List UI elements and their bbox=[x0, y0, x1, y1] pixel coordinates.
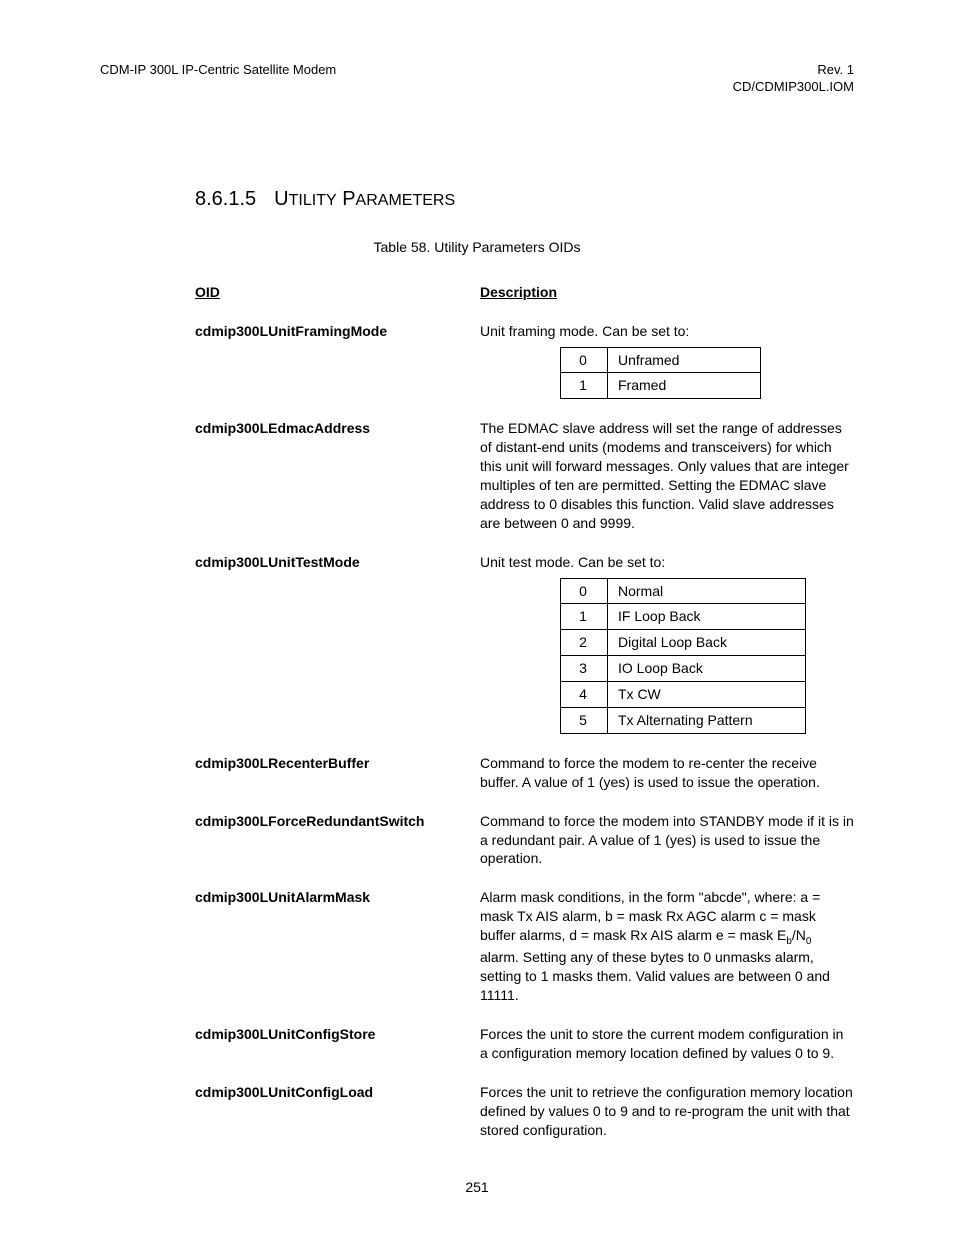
option-label: Framed bbox=[608, 373, 761, 399]
option-value: 1 bbox=[561, 604, 608, 630]
option-label: Normal bbox=[608, 578, 806, 604]
option-label: IF Loop Back bbox=[608, 604, 806, 630]
header-docid: CD/CDMIP300L.IOM bbox=[733, 79, 854, 96]
desc-intro: Unit test mode. Can be set to: bbox=[480, 554, 665, 570]
oid-name: cdmip300LForceRedundantSwitch bbox=[195, 812, 470, 869]
oid-name: cdmip300LUnitAlarmMask bbox=[195, 888, 470, 1005]
table-row: 0Unframed bbox=[561, 347, 761, 373]
header-rev: Rev. 1 bbox=[733, 62, 854, 79]
desc-part: Alarm mask conditions, in the form "abcd… bbox=[480, 889, 820, 943]
option-label: Tx Alternating Pattern bbox=[608, 708, 806, 734]
table-caption: Table 58. Utility Parameters OIDs bbox=[100, 239, 854, 255]
oid-name: cdmip300LUnitTestMode bbox=[195, 553, 470, 734]
table-row: 4Tx CW bbox=[561, 682, 806, 708]
section-heading: 8.6.1.5 UTILITY PARAMETERS bbox=[195, 188, 854, 211]
desc-part: /N bbox=[792, 927, 806, 943]
table-row: 5Tx Alternating Pattern bbox=[561, 708, 806, 734]
oid-name: cdmip300LUnitFramingMode bbox=[195, 322, 470, 400]
oid-description: Command to force the modem into STANDBY … bbox=[480, 812, 854, 869]
option-value: 2 bbox=[561, 630, 608, 656]
header-right: Rev. 1 CD/CDMIP300L.IOM bbox=[733, 62, 854, 96]
table-row: 3IO Loop Back bbox=[561, 656, 806, 682]
oid-name: cdmip300LUnitConfigStore bbox=[195, 1025, 470, 1063]
table-row: 2Digital Loop Back bbox=[561, 630, 806, 656]
page-number: 251 bbox=[0, 1179, 954, 1195]
subscript: 0 bbox=[806, 936, 812, 947]
option-value: 0 bbox=[561, 578, 608, 604]
column-header-description: Description bbox=[480, 283, 854, 302]
option-label: Unframed bbox=[608, 347, 761, 373]
option-value: 0 bbox=[561, 347, 608, 373]
options-table: 0Normal 1IF Loop Back 2Digital Loop Back… bbox=[560, 578, 806, 734]
oid-name: cdmip300LRecenterBuffer bbox=[195, 754, 470, 792]
option-value: 5 bbox=[561, 708, 608, 734]
oid-description: Alarm mask conditions, in the form "abcd… bbox=[480, 888, 854, 1005]
table-row: 1Framed bbox=[561, 373, 761, 399]
oid-description: Forces the unit to retrieve the configur… bbox=[480, 1083, 854, 1140]
oid-description: Unit test mode. Can be set to: 0Normal 1… bbox=[480, 553, 854, 734]
oid-name: cdmip300LUnitConfigLoad bbox=[195, 1083, 470, 1140]
option-label: Tx CW bbox=[608, 682, 806, 708]
table-row: 0Normal bbox=[561, 578, 806, 604]
desc-intro: Unit framing mode. Can be set to: bbox=[480, 323, 689, 339]
page-header: CDM-IP 300L IP-Centric Satellite Modem R… bbox=[100, 62, 854, 96]
header-left: CDM-IP 300L IP-Centric Satellite Modem bbox=[100, 62, 336, 96]
section-title: UTILITY PARAMETERS bbox=[274, 188, 455, 210]
oid-description: The EDMAC slave address will set the ran… bbox=[480, 419, 854, 532]
column-header-oid: OID bbox=[195, 283, 470, 302]
option-value: 4 bbox=[561, 682, 608, 708]
desc-part: alarm. Setting any of these bytes to 0 u… bbox=[480, 949, 830, 1003]
table-row: 1IF Loop Back bbox=[561, 604, 806, 630]
oid-description: Unit framing mode. Can be set to: 0Unfra… bbox=[480, 322, 854, 400]
oid-description: Command to force the modem to re-center … bbox=[480, 754, 854, 792]
option-label: IO Loop Back bbox=[608, 656, 806, 682]
options-table: 0Unframed 1Framed bbox=[560, 347, 761, 400]
oid-description: Forces the unit to store the current mod… bbox=[480, 1025, 854, 1063]
oid-table: OID Description cdmip300LUnitFramingMode… bbox=[195, 283, 854, 1140]
section-number: 8.6.1.5 bbox=[195, 188, 256, 210]
document-page: CDM-IP 300L IP-Centric Satellite Modem R… bbox=[0, 0, 954, 1235]
option-value: 3 bbox=[561, 656, 608, 682]
option-label: Digital Loop Back bbox=[608, 630, 806, 656]
oid-name: cdmip300LEdmacAddress bbox=[195, 419, 470, 532]
option-value: 1 bbox=[561, 373, 608, 399]
